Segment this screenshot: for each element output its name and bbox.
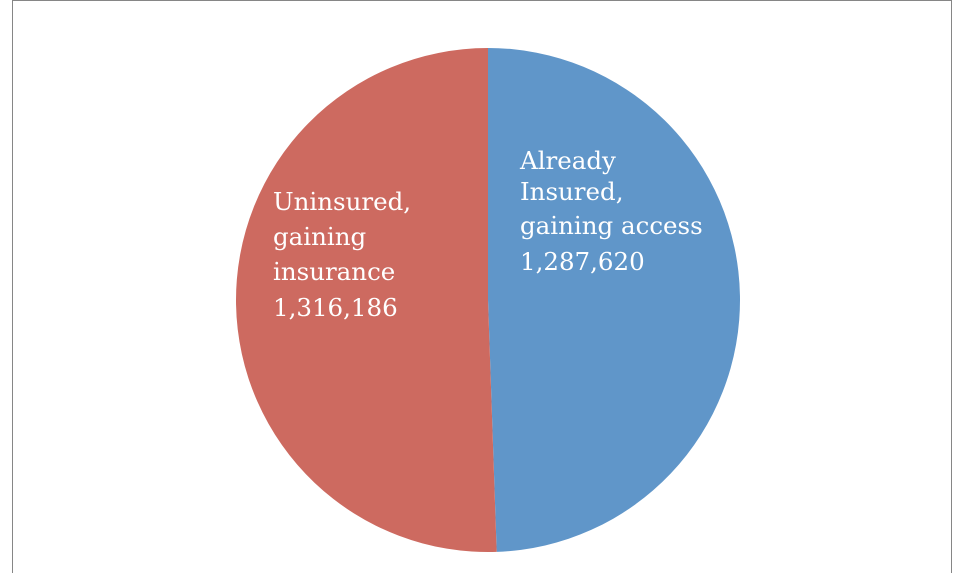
pie-slices bbox=[236, 48, 741, 552]
slice-label-line: Already bbox=[519, 146, 616, 175]
slice-label-line: gaining bbox=[273, 222, 366, 251]
slice-label-line: Insured, bbox=[520, 177, 624, 206]
slice-value: 1,287,620 bbox=[520, 247, 645, 276]
slice-label-already-insured: Already Insured, gaining access 1,287,62… bbox=[519, 146, 710, 276]
slice-label-uninsured: Uninsured, gaining insurance 1,316,186 bbox=[273, 187, 419, 322]
pie-slice-1 bbox=[236, 48, 497, 552]
slice-label-line: Uninsured, bbox=[273, 187, 411, 216]
pie-slice-0 bbox=[488, 48, 741, 552]
slice-value: 1,316,186 bbox=[273, 293, 398, 322]
slice-label-line: gaining access bbox=[520, 211, 703, 240]
slice-label-line: insurance bbox=[273, 257, 395, 286]
